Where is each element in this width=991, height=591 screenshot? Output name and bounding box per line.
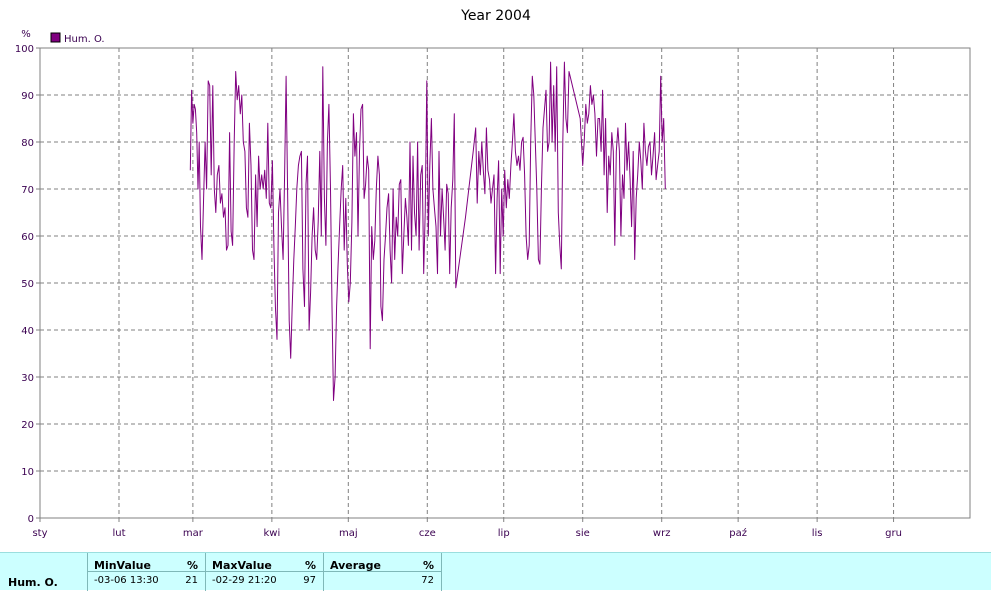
x-tick-label: sie: [576, 528, 590, 539]
stats-name-column: Hum. O.: [0, 553, 88, 591]
x-axis-ticks: sty lut mar kwi maj cze lip sie wrz paź lis gru: [32, 518, 902, 539]
min-unit: %: [186, 559, 198, 572]
y-tick-label: 60: [21, 232, 34, 243]
y-axis-ticks: 0 10 20 30 40 50 60 70 80 90 100: [15, 44, 40, 525]
stats-panel: Hum. O. MinValue % -03-06 13:30 21 MaxVa…: [0, 552, 991, 591]
stats-max-column: MaxValue % -02-29 21:20 97: [206, 553, 324, 591]
x-tick-label: paź: [729, 527, 747, 539]
y-tick-label: 70: [21, 185, 34, 196]
stats-header-divider: [88, 571, 442, 572]
series-line: [189, 61, 666, 401]
y-axis-unit: %: [21, 29, 31, 40]
stats-series-name: Hum. O.: [8, 576, 58, 589]
average-value: 72: [421, 575, 434, 586]
x-tick-label: gru: [885, 528, 902, 539]
stats-min-column: MinValue % -03-06 13:30 21: [88, 553, 206, 591]
legend: Hum. O.: [50, 32, 105, 45]
x-tick-label: cze: [419, 528, 436, 539]
min-time: -03-06 13:30: [94, 575, 159, 586]
y-tick-label: 80: [21, 138, 34, 149]
legend-swatch: [50, 32, 61, 43]
min-header: MinValue: [94, 559, 151, 572]
y-tick-label: 40: [21, 326, 34, 337]
average-header: Average: [330, 559, 381, 572]
y-tick-label: 10: [21, 467, 34, 478]
series-hum-o: [189, 61, 666, 401]
y-tick-label: 20: [21, 420, 34, 431]
max-unit: %: [304, 559, 316, 572]
y-tick-label: 30: [21, 373, 34, 384]
grid: [40, 48, 970, 518]
chart-title: Year 2004: [460, 8, 531, 24]
stats-average-column: Average % 72: [324, 553, 442, 591]
plot-frame: [39, 47, 971, 519]
max-header: MaxValue: [212, 559, 272, 572]
min-value: 21: [185, 575, 198, 586]
x-tick-label: sty: [32, 528, 47, 539]
humidity-chart: Year 2004 % Hum. O. 0 10 20 30 40 50 60 70 80 90 1…: [15, 8, 971, 539]
x-tick-label: mar: [183, 528, 204, 539]
x-tick-label: maj: [339, 528, 358, 539]
x-tick-label: lis: [812, 528, 823, 539]
max-time: -02-29 21:20: [212, 575, 277, 586]
y-tick-label: 100: [15, 44, 34, 55]
legend-label: Hum. O.: [64, 34, 105, 45]
x-tick-label: lip: [498, 528, 510, 539]
x-tick-label: wrz: [653, 528, 671, 539]
average-unit: %: [422, 559, 434, 572]
x-tick-label: kwi: [263, 528, 280, 539]
y-tick-label: 50: [21, 279, 34, 290]
max-value: 97: [303, 575, 316, 586]
y-tick-label: 0: [28, 514, 34, 525]
y-tick-label: 90: [21, 91, 34, 102]
x-tick-label: lut: [112, 528, 125, 539]
